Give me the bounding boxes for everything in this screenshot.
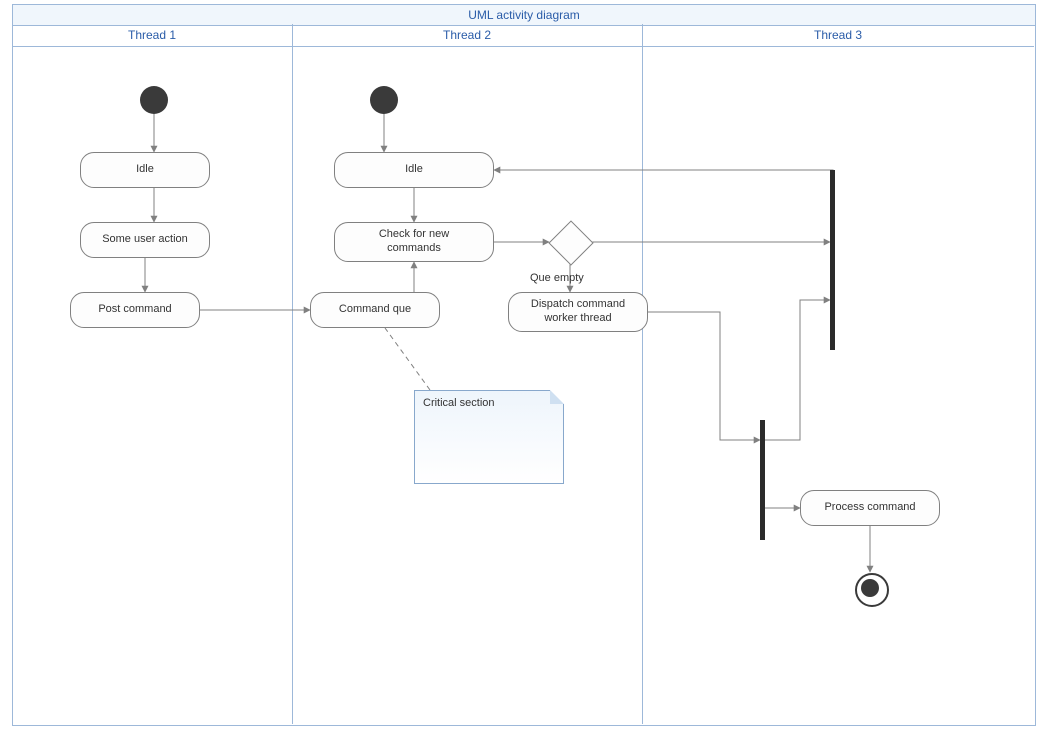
note-text: Critical section xyxy=(423,397,495,409)
sync-bar-2 xyxy=(760,420,765,540)
lane-label-thread2: Thread 2 xyxy=(292,28,642,42)
start-node-thread1 xyxy=(140,86,168,114)
lane-separator-1 xyxy=(292,24,293,724)
activity-idle-2: Idle xyxy=(334,152,494,188)
activity-process-command: Process command xyxy=(800,490,940,526)
lane-label-thread3: Thread 3 xyxy=(642,28,1034,42)
edge-label-new-command: Que empty xyxy=(530,272,584,284)
note-critical-section: Critical section xyxy=(414,390,564,484)
activity-check-for-new-commands: Check for new commands xyxy=(334,222,494,262)
diagram-title: UML activity diagram xyxy=(12,4,1036,26)
activity-dispatch-command: Dispatch command worker thread xyxy=(508,292,648,332)
activity-some-user-action: Some user action xyxy=(80,222,210,258)
start-node-thread2 xyxy=(370,86,398,114)
note-fold-icon xyxy=(550,390,564,404)
activity-command-que: Command que xyxy=(310,292,440,328)
lane-label-thread1: Thread 1 xyxy=(12,28,292,42)
end-node-inner xyxy=(861,579,879,597)
diagram-frame xyxy=(12,24,1036,726)
sync-bar-1 xyxy=(830,170,835,350)
activity-idle-1: Idle xyxy=(80,152,210,188)
activity-post-command: Post command xyxy=(70,292,200,328)
lane-separator-2 xyxy=(642,24,643,724)
lane-header-underline xyxy=(12,46,1034,47)
